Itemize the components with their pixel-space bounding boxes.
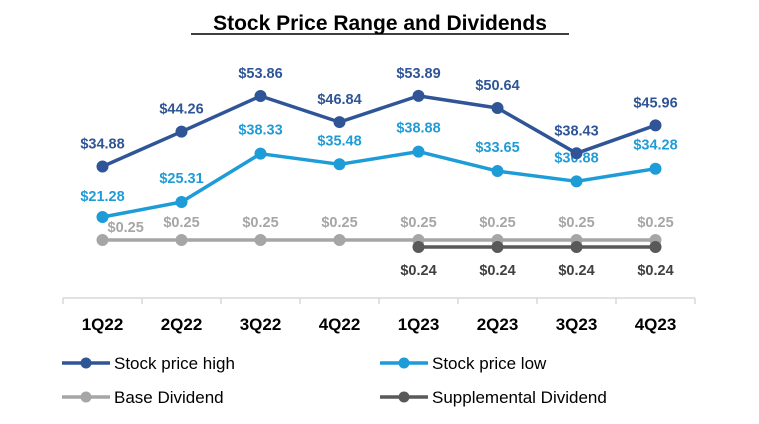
data-label-stock-price-low-1q22: $21.28 (80, 189, 124, 205)
data-point-supplemental-dividend-2q23 (491, 241, 504, 253)
data-label-stock-price-low-3q22: $38.33 (238, 123, 282, 139)
data-label-supplemental-dividend-3q23: $0.24 (558, 263, 594, 279)
data-point-stock-price-low-4q23 (649, 162, 662, 175)
x-tick-label-1q23: 1Q23 (398, 315, 440, 334)
data-label-stock-price-high-4q22: $46.84 (317, 92, 361, 108)
legend-item-supplemental-dividend: Supplemental Dividend (380, 388, 607, 407)
data-label-stock-price-high-3q23: $38.43 (554, 123, 598, 139)
data-point-stock-price-low-3q22 (254, 147, 267, 160)
data-label-base-dividend-4q23: $0.25 (637, 215, 673, 231)
data-point-base-dividend-2q22 (175, 234, 188, 246)
data-point-stock-price-high-2q23 (491, 101, 504, 114)
x-tick-label-2q22: 2Q22 (161, 315, 203, 334)
legend-swatch-marker (398, 357, 410, 369)
x-axis: 1Q22 2Q22 3Q22 4Q22 1Q23 2Q23 3Q23 4Q23 (62, 297, 696, 334)
legend-swatch-marker (80, 391, 92, 403)
series-stock-price-high: $34.88 $44.26 $53.86 $46.84 $53.89 $50.64 $38.… (80, 66, 678, 173)
series-supplemental-dividend: $0.24 $0.24 $0.24 $0.24 (400, 241, 674, 279)
data-point-base-dividend-4q22 (333, 234, 346, 246)
data-label-base-dividend-4q22: $0.25 (321, 215, 357, 231)
data-label-stock-price-high-3q22: $53.86 (238, 66, 282, 82)
data-label-stock-price-high-2q22: $44.26 (159, 102, 203, 118)
data-point-stock-price-low-1q22 (96, 211, 109, 223)
data-label-stock-price-low-1q23: $38.88 (396, 121, 440, 137)
data-label-stock-price-high-4q23: $45.96 (633, 95, 677, 111)
legend-label-stock-price-low: Stock price low (432, 354, 547, 373)
data-point-stock-price-high-1q23 (412, 89, 425, 102)
data-point-stock-price-low-4q22 (333, 158, 346, 171)
x-tick-label-1q22: 1Q22 (82, 315, 124, 334)
data-point-stock-price-high-4q22 (333, 116, 346, 129)
data-point-supplemental-dividend-4q23 (649, 241, 662, 253)
series-line-stock-price-high (101, 94, 657, 169)
series-base-dividend: $0.25 $0.25 $0.25 $0.25 $0.25 $0.25 $0.25 $0.25 (96, 215, 674, 246)
data-label-supplemental-dividend-4q23: $0.24 (637, 263, 673, 279)
data-point-stock-price-high-3q23 (570, 147, 583, 160)
data-label-stock-price-low-2q22: $25.31 (159, 171, 203, 187)
data-point-stock-price-low-2q23 (491, 165, 504, 178)
series-line-stock-price-low (102, 149, 656, 219)
legend-swatch-marker (398, 391, 410, 403)
data-point-supplemental-dividend-1q23 (412, 241, 425, 253)
data-label-base-dividend-1q23: $0.25 (400, 215, 436, 231)
legend-item-stock-price-high: Stock price high (62, 354, 235, 373)
data-label-stock-price-high-2q23: $50.64 (475, 78, 519, 94)
data-point-stock-price-high-1q22 (96, 160, 109, 173)
x-tick-label-4q23: 4Q23 (635, 315, 677, 334)
legend-label-stock-price-high: Stock price high (114, 354, 235, 373)
legend-label-supplemental-dividend: Supplemental Dividend (432, 388, 607, 407)
data-point-stock-price-high-2q22 (175, 125, 188, 138)
legend-item-base-dividend: Base Dividend (62, 388, 224, 407)
data-label-stock-price-high-1q22: $34.88 (80, 136, 124, 152)
data-label-supplemental-dividend-1q23: $0.24 (400, 263, 436, 279)
data-label-supplemental-dividend-2q23: $0.24 (479, 263, 515, 279)
legend-item-stock-price-low: Stock price low (380, 354, 547, 373)
x-tick-label-3q22: 3Q22 (240, 315, 282, 334)
x-tick-label-4q22: 4Q22 (319, 315, 361, 334)
data-label-base-dividend-2q23: $0.25 (479, 215, 515, 231)
data-label-stock-price-low-2q23: $33.65 (475, 140, 519, 156)
x-tick-label-2q23: 2Q23 (477, 315, 519, 334)
legend-swatch-marker (80, 357, 92, 369)
data-label-base-dividend-3q22: $0.25 (242, 215, 278, 231)
data-label-base-dividend-1q22: $0.25 (108, 220, 144, 236)
series-layer: $0.25 $0.25 $0.25 $0.25 $0.25 $0.25 $0.25 $0.25… (80, 66, 677, 279)
data-label-base-dividend-3q23: $0.25 (558, 215, 594, 231)
data-label-stock-price-low-4q22: $35.48 (317, 133, 361, 149)
chart-title: Stock Price Range and Dividends (213, 12, 547, 35)
data-label-stock-price-low-4q23: $34.28 (633, 138, 677, 154)
legend-label-base-dividend: Base Dividend (114, 388, 224, 407)
data-point-stock-price-high-4q23 (649, 119, 662, 132)
data-point-stock-price-low-3q23 (570, 175, 583, 188)
legend: Stock price high Stock price low Base Divi… (62, 354, 607, 407)
data-point-supplemental-dividend-3q23 (570, 241, 583, 253)
x-tick-label-3q23: 3Q23 (556, 315, 598, 334)
data-label-stock-price-high-1q23: $53.89 (396, 66, 440, 82)
data-point-stock-price-high-3q22 (254, 90, 267, 102)
data-label-base-dividend-2q22: $0.25 (163, 215, 199, 231)
data-point-stock-price-low-1q23 (412, 145, 425, 158)
data-point-stock-price-low-2q22 (175, 196, 188, 209)
data-point-base-dividend-1q22 (96, 234, 109, 246)
data-point-base-dividend-3q22 (254, 234, 267, 246)
